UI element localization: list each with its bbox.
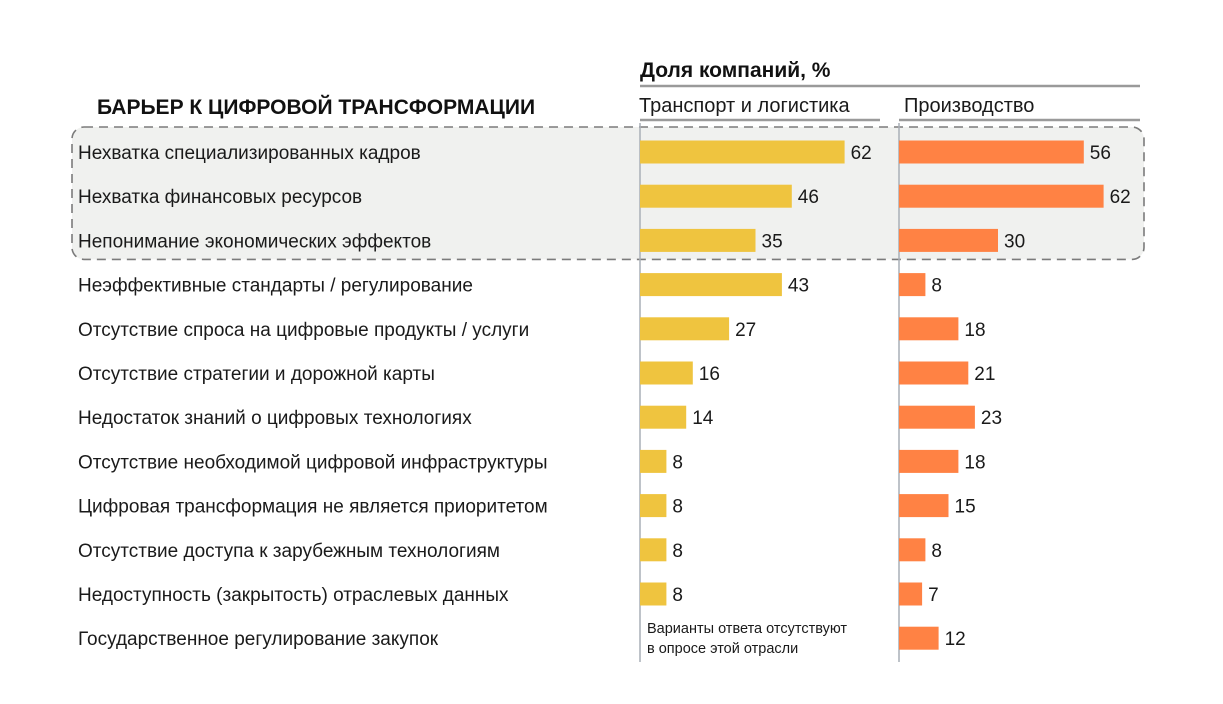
bar-transport xyxy=(640,582,667,606)
category-label: Отсутствие спроса на цифровые продукты /… xyxy=(78,320,529,341)
data-label: 8 xyxy=(672,585,683,606)
data-label: 8 xyxy=(672,541,683,562)
bar-production xyxy=(899,273,926,297)
missing-note-line-1: Варианты ответа отсутствуют xyxy=(647,621,847,637)
data-label: 18 xyxy=(964,452,985,473)
bar-transport xyxy=(640,228,756,252)
series-header-transport: Транспорт и логистика xyxy=(639,95,850,117)
data-label: 30 xyxy=(1004,231,1025,252)
bar-transport xyxy=(640,494,667,518)
bar-transport xyxy=(640,317,730,341)
data-label: 43 xyxy=(788,276,809,297)
missing-note-line-2: в опросе этой отрасли xyxy=(647,641,798,657)
series-header-production: Производство xyxy=(904,95,1034,117)
data-label: 8 xyxy=(672,497,683,518)
bar-transport xyxy=(640,405,687,429)
data-label: 8 xyxy=(931,276,942,297)
category-label: Цифровая трансформация не является приор… xyxy=(78,497,548,518)
data-label: 15 xyxy=(955,497,976,518)
bar-transport xyxy=(640,184,792,208)
bar-production xyxy=(899,582,923,606)
bar-production xyxy=(899,494,949,518)
category-label: Нехватка специализированных кадров xyxy=(78,143,421,164)
data-label: 8 xyxy=(672,452,683,473)
category-label: Неэффективные стандарты / регулирование xyxy=(78,276,473,297)
bar-production xyxy=(899,405,975,429)
data-label: 12 xyxy=(945,629,966,650)
bar-production xyxy=(899,228,998,252)
data-label: 18 xyxy=(964,320,985,341)
category-label: Недоступность (закрытость) отраслевых да… xyxy=(78,585,509,606)
data-label: 62 xyxy=(1110,187,1131,208)
category-label: Отсутствие доступа к зарубежным технолог… xyxy=(78,541,500,562)
category-label: Отсутствие стратегии и дорожной карты xyxy=(78,364,435,385)
data-label: 27 xyxy=(735,320,756,341)
data-label: 16 xyxy=(699,364,720,385)
bar-production xyxy=(899,449,959,473)
category-label: Отсутствие необходимой цифровой инфрастр… xyxy=(78,452,548,473)
category-label: Недостаток знаний о цифровых технологиях xyxy=(78,408,472,429)
data-label: 21 xyxy=(974,364,995,385)
category-label: Нехватка финансовых ресурсов xyxy=(78,187,362,208)
category-label: Непонимание экономических эффектов xyxy=(78,231,431,252)
bar-production xyxy=(899,361,969,385)
share-header: Доля компаний, % xyxy=(640,59,831,82)
bar-production xyxy=(899,626,939,650)
data-label: 56 xyxy=(1090,143,1111,164)
bar-transport xyxy=(640,361,693,385)
bar-production xyxy=(899,140,1084,164)
bar-transport xyxy=(640,538,667,562)
bar-transport xyxy=(640,449,667,473)
category-label: Государственное регулирование закупок xyxy=(78,629,439,650)
data-label: 46 xyxy=(798,187,819,208)
category-header: БАРЬЕР К ЦИФРОВОЙ ТРАНСФОРМАЦИИ xyxy=(97,95,535,119)
data-label: 23 xyxy=(981,408,1002,429)
data-label: 7 xyxy=(928,585,939,606)
bar-production xyxy=(899,184,1104,208)
data-label: 62 xyxy=(851,143,872,164)
data-label: 8 xyxy=(931,541,942,562)
bar-production xyxy=(899,317,959,341)
data-label: 14 xyxy=(692,408,714,429)
data-label: 35 xyxy=(762,231,783,252)
bar-transport xyxy=(640,140,845,164)
bar-production xyxy=(899,538,926,562)
bar-transport xyxy=(640,273,782,297)
